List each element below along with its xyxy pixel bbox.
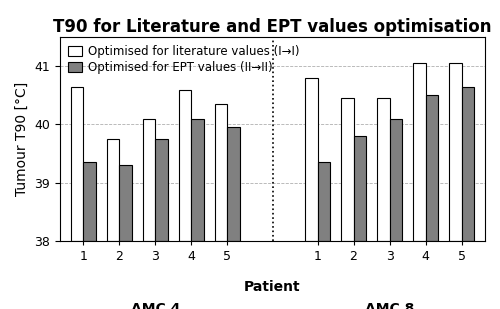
Text: AMC 4: AMC 4 [131, 302, 180, 309]
Legend: Optimised for literature values (I→I), Optimised for EPT values (II→II): Optimised for literature values (I→I), O… [66, 43, 302, 77]
Bar [413, 63, 426, 241]
Bar [179, 90, 192, 241]
Bar [143, 119, 156, 241]
Bar [305, 78, 318, 241]
Bar [390, 119, 402, 241]
Y-axis label: Tumour T90 [°C]: Tumour T90 [°C] [15, 82, 29, 196]
Text: Patient: Patient [244, 280, 301, 294]
Bar [341, 98, 353, 241]
Bar [449, 63, 462, 241]
Bar [377, 98, 390, 241]
Title: T90 for Literature and EPT values optimisation: T90 for Literature and EPT values optimi… [53, 18, 492, 36]
Text: AMC 8: AMC 8 [365, 302, 414, 309]
Bar [426, 95, 438, 241]
Bar [156, 139, 168, 241]
Bar [228, 127, 240, 241]
Bar [84, 162, 96, 241]
Bar [318, 162, 330, 241]
Bar [215, 104, 228, 241]
Bar [354, 136, 366, 241]
Bar [71, 87, 84, 241]
Bar [192, 119, 204, 241]
Bar [462, 87, 474, 241]
Bar [120, 165, 132, 241]
Bar [107, 139, 120, 241]
